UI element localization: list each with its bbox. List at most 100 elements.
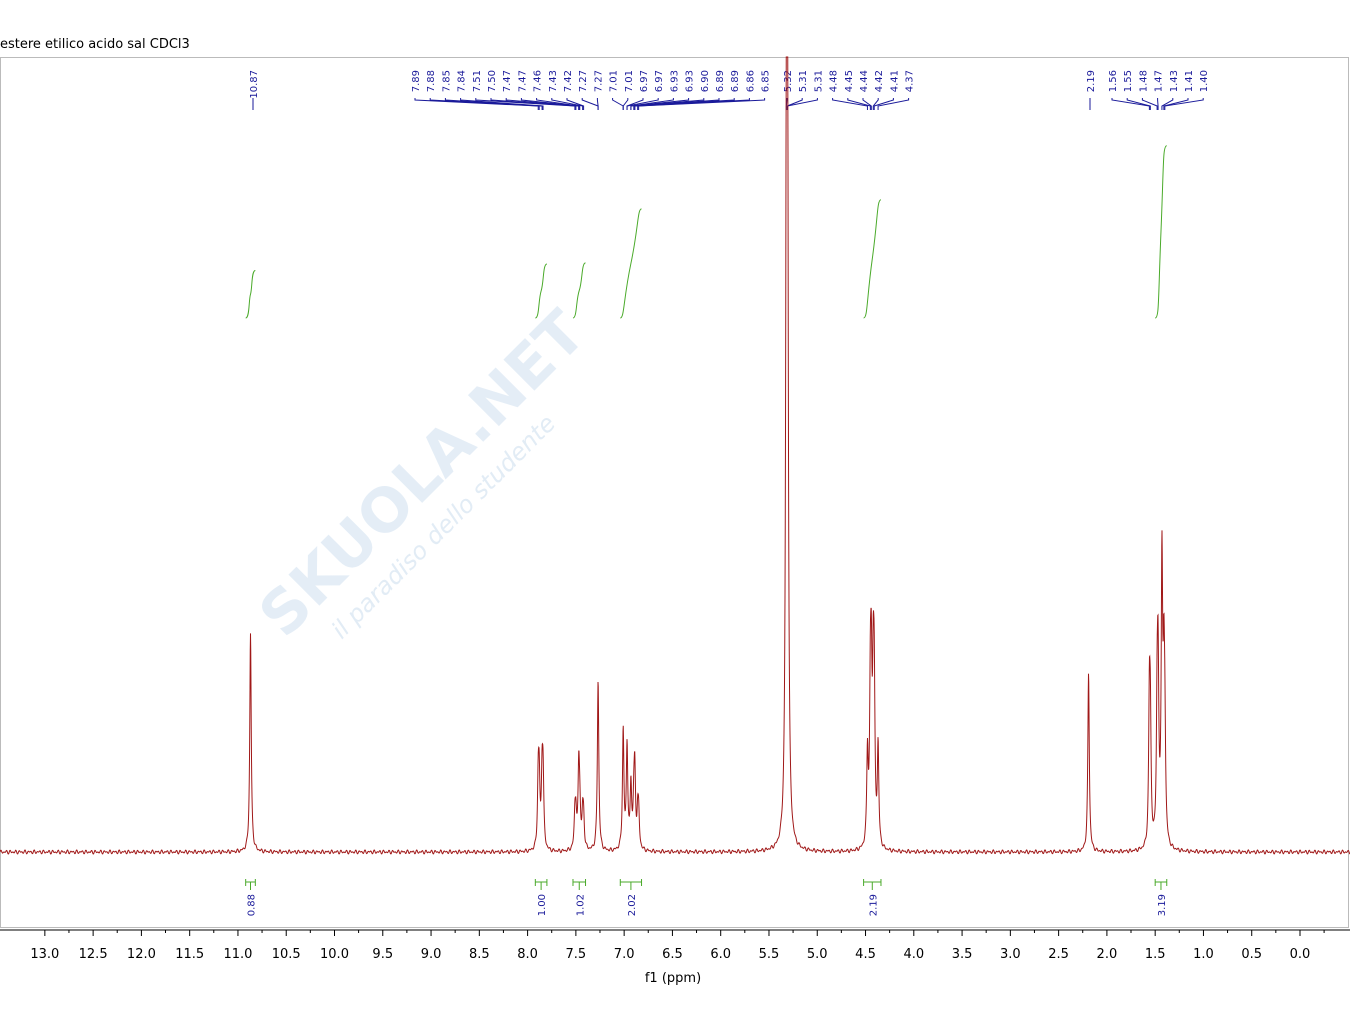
peak-label-connector <box>847 98 871 110</box>
peak-label-connector <box>873 98 894 110</box>
peak-label-connector <box>520 98 580 110</box>
x-tick-label: 11.0 <box>223 947 252 962</box>
peak-label-connector <box>612 98 624 110</box>
peak-label: 7.42 <box>563 70 574 92</box>
integral-bracket <box>1154 879 1168 890</box>
watermark: SKUOLA.NET il paradiso dello studente <box>246 298 599 651</box>
peak-label: 6.93 <box>685 70 696 92</box>
peak-label: 10.87 <box>249 70 260 99</box>
peak-label: 4.42 <box>874 70 885 92</box>
peak-label: 5.32 <box>783 70 794 92</box>
peak-label: 7.43 <box>548 70 559 92</box>
x-tick-label: 7.5 <box>566 947 587 962</box>
x-tick-label: 13.0 <box>30 947 59 962</box>
peak-label: 5.31 <box>813 70 824 92</box>
peak-label-connector <box>429 98 540 110</box>
x-tick-label: 6.5 <box>662 947 683 962</box>
peak-label-connector <box>566 98 585 110</box>
peak-label: 6.89 <box>730 70 741 92</box>
x-tick-label: 5.5 <box>759 947 780 962</box>
peak-label: 6.85 <box>761 70 772 92</box>
integral-value: 0.88 <box>247 894 258 916</box>
peak-label: 6.89 <box>715 70 726 92</box>
peak-label: 7.47 <box>502 70 513 92</box>
peak-label-connector <box>444 98 543 110</box>
peak-label: 7.27 <box>593 70 604 92</box>
peak-label: 1.40 <box>1199 70 1210 92</box>
x-tick-label: 3.5 <box>952 947 973 962</box>
x-tick-label: 12.5 <box>79 947 108 962</box>
integral-bracket <box>863 879 882 890</box>
peak-label: 7.46 <box>533 70 544 92</box>
integral-value: 1.00 <box>537 894 548 916</box>
peak-label: 1.55 <box>1123 70 1134 92</box>
integral-bracket <box>572 879 587 890</box>
x-tick-label: 6.0 <box>710 947 731 962</box>
spectrum-title: estere etilico acido sal CDCl3 <box>0 37 190 52</box>
peak-label: 6.90 <box>700 70 711 92</box>
x-tick-label: 9.0 <box>421 947 442 962</box>
peak-label: 7.88 <box>426 70 437 92</box>
peak-label: 1.48 <box>1138 70 1149 92</box>
peak-label: 6.86 <box>745 70 756 92</box>
peak-label-connector <box>460 98 544 110</box>
x-tick-label: 8.5 <box>469 947 490 962</box>
integral-curve <box>1154 145 1167 319</box>
x-tick-label: 2.5 <box>1048 947 1069 962</box>
peak-label-connector <box>1126 98 1151 110</box>
peak-label-connector <box>551 98 584 110</box>
peak-label-connector <box>786 98 803 110</box>
peak-label-connector <box>872 98 879 110</box>
peak-label-connector <box>1111 98 1150 110</box>
x-tick-label: 7.0 <box>614 947 635 962</box>
peak-label: 7.89 <box>411 70 422 92</box>
peak-label: 4.48 <box>829 70 840 92</box>
integral-bracket <box>245 879 256 890</box>
x-tick-label: 3.0 <box>1000 947 1021 962</box>
peak-label: 7.84 <box>457 70 468 92</box>
spectrum-line <box>0 56 1350 855</box>
peak-label-connector <box>622 98 629 110</box>
integral-curve <box>245 269 256 319</box>
peak-label: 7.50 <box>487 70 498 92</box>
peak-label: 4.41 <box>889 70 900 92</box>
integral-curve <box>535 263 548 319</box>
peak-label-connector <box>596 98 599 110</box>
x-axis-label: f1 (ppm) <box>645 971 701 986</box>
x-tick-label: 4.0 <box>903 947 924 962</box>
peak-label: 1.43 <box>1169 70 1180 92</box>
integral-bracket <box>534 879 548 890</box>
peak-label: 6.93 <box>669 70 680 92</box>
integral-curve <box>620 208 642 319</box>
x-tick-label: 8.0 <box>517 947 538 962</box>
peak-label-connector <box>1164 98 1204 110</box>
peak-label-connector <box>536 98 581 110</box>
peak-label: 6.97 <box>639 70 650 92</box>
peak-label: 7.47 <box>517 70 528 92</box>
plot-frame <box>0 57 1349 928</box>
integral-value: 1.02 <box>575 894 586 916</box>
x-tick-label: 4.5 <box>855 947 876 962</box>
peak-label: 4.44 <box>859 70 870 92</box>
peak-label: 7.85 <box>441 70 452 92</box>
x-tick-label: 2.0 <box>1097 947 1118 962</box>
x-tick-label: 9.5 <box>372 947 393 962</box>
peak-label: 1.41 <box>1184 70 1195 92</box>
peak-label-connector <box>786 98 818 110</box>
x-tick-label: 12.0 <box>127 947 156 962</box>
integral-bracket <box>619 879 643 890</box>
peak-label-connector <box>490 98 577 110</box>
peak-label: 4.45 <box>844 70 855 92</box>
peak-label: 2.19 <box>1086 70 1097 92</box>
peak-label-connector <box>862 98 872 110</box>
x-tick-label: 0.0 <box>1290 947 1311 962</box>
peak-label-connector <box>626 98 659 110</box>
peak-label: 6.97 <box>654 70 665 92</box>
x-tick-label: 1.5 <box>1145 947 1166 962</box>
integral-value: 2.02 <box>627 894 638 916</box>
watermark-brand: SKUOLA.NET <box>246 298 599 651</box>
peak-label: 7.01 <box>609 70 620 92</box>
x-tick-label: 11.5 <box>175 947 204 962</box>
peak-label-connector <box>581 98 599 110</box>
